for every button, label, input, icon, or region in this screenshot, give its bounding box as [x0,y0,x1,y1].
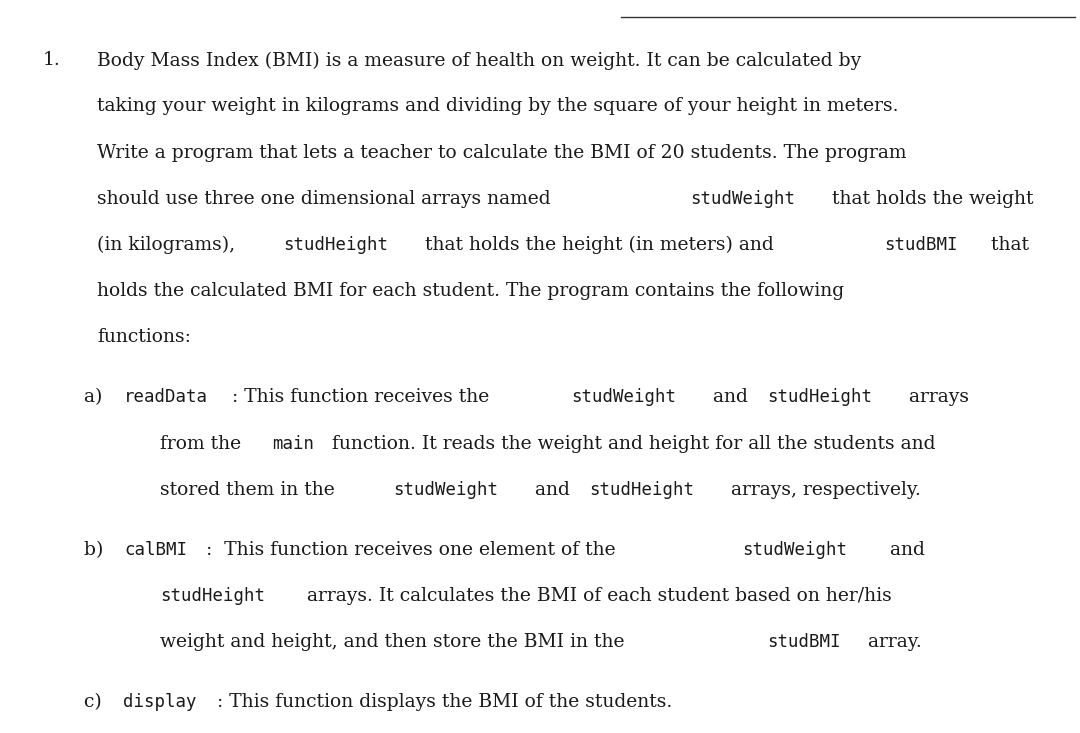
Text: arrays, respectively.: arrays, respectively. [725,481,920,498]
Text: studWeight: studWeight [742,541,848,559]
Text: and: and [878,541,924,559]
Text: that holds the weight: that holds the weight [826,190,1034,208]
Text: taking your weight in kilograms and dividing by the square of your height in met: taking your weight in kilograms and divi… [97,97,899,116]
Text: studHeight: studHeight [768,388,873,406]
Text: that holds the height (in meters) and: that holds the height (in meters) and [419,236,780,254]
Text: stored them in the: stored them in the [160,481,340,498]
Text: : This function receives the: : This function receives the [232,388,495,406]
Text: holds the calculated BMI for each student. The program contains the following: holds the calculated BMI for each studen… [97,282,845,301]
Text: studWeight: studWeight [571,388,676,406]
Text: b): b) [84,541,116,559]
Text: : This function displays the BMI of the students.: : This function displays the BMI of the … [217,693,673,711]
Text: studHeight: studHeight [283,236,388,254]
Text: 1.: 1. [43,51,60,70]
Text: (in kilograms),: (in kilograms), [97,236,241,254]
Text: arrays: arrays [903,388,969,406]
Text: and: and [528,481,576,498]
Text: studWeight: studWeight [393,481,498,498]
Text: from the: from the [160,435,247,452]
Text: function. It reads the weight and height for all the students and: function. It reads the weight and height… [326,435,936,452]
Text: studBMI: studBMI [885,236,958,254]
Text: and: and [707,388,754,406]
Text: readData: readData [123,388,207,406]
Text: :  This function receives one element of the: : This function receives one element of … [206,541,622,559]
Text: display: display [123,693,197,711]
Text: calBMI: calBMI [124,541,188,559]
Text: studHeight: studHeight [589,481,694,498]
Text: arrays. It calculates the BMI of each student based on her/his: arrays. It calculates the BMI of each st… [295,587,892,605]
Text: studBMI: studBMI [767,633,840,651]
Text: Write a program that lets a teacher to calculate the BMI of 20 students. The pro: Write a program that lets a teacher to c… [97,144,907,162]
Text: a): a) [84,388,114,406]
Text: c): c) [84,693,114,711]
Text: functions:: functions: [97,328,191,347]
Text: array.: array. [862,633,921,651]
Text: should use three one dimensional arrays named: should use three one dimensional arrays … [97,190,557,208]
Text: Body Mass Index (BMI) is a measure of health on weight. It can be calculated by: Body Mass Index (BMI) is a measure of he… [97,51,862,70]
Text: studHeight: studHeight [160,587,265,605]
Text: main: main [272,435,314,452]
Text: that: that [978,236,1029,254]
Text: studWeight: studWeight [690,190,795,208]
Text: weight and height, and then store the BMI in the: weight and height, and then store the BM… [160,633,631,651]
